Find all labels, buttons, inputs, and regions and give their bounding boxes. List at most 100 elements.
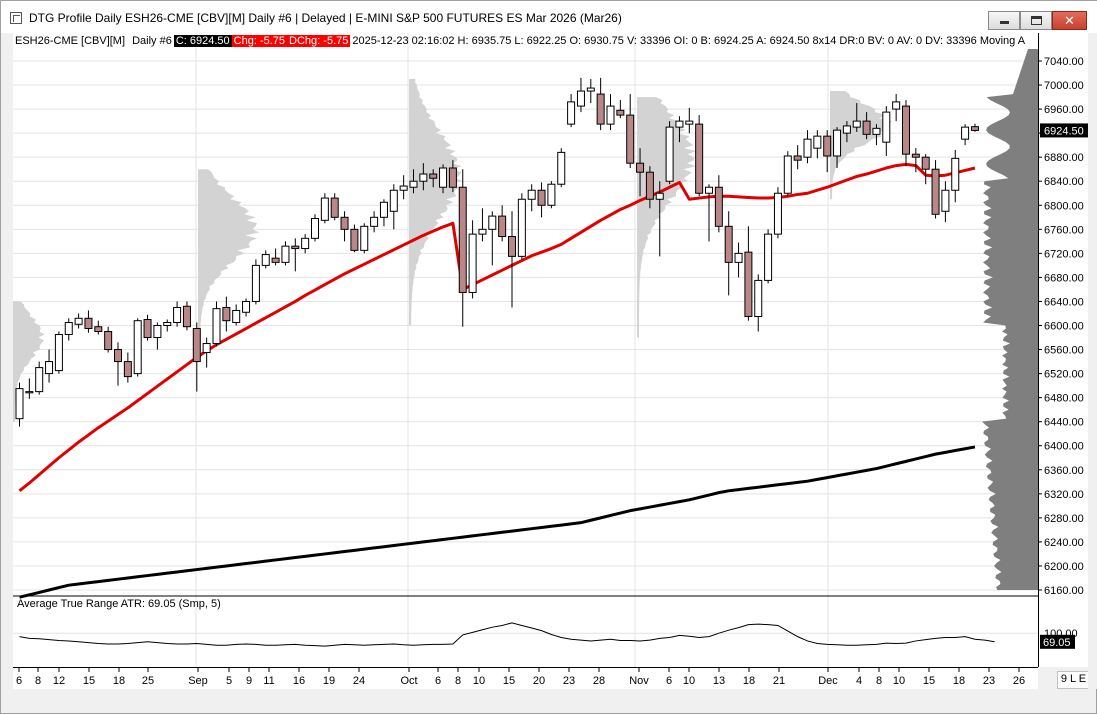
minimize-button[interactable] [988,11,1020,30]
candle-body [84,317,93,330]
symbol-label: ESH26-CME [CBV][M] [15,35,126,47]
date-label: 24 [353,675,365,687]
candle-body [370,216,379,227]
date-label: 6 [666,675,672,687]
candle-body [104,331,113,351]
date-label: 21 [773,675,785,687]
candle-body [931,168,940,215]
candle-body [961,126,970,140]
date-label: 8 [35,675,41,687]
volume-profile [198,169,260,350]
candle-body [882,111,891,143]
candle-body [517,198,526,257]
candle-body [468,233,477,293]
candle-body [902,105,910,155]
title-bar[interactable]: DTG Profile Daily ESH26-CME [CBV][M] Dai… [1,1,1097,33]
price-label: 6960.00 [1044,104,1084,116]
candle-body [606,105,615,125]
price-label: 6720.00 [1044,248,1084,260]
date-label: Nov [629,675,649,687]
date-label: 8 [455,675,461,687]
date-axis[interactable]: 6 8 12 15 18 25 Sep 5 9 11 16 19 24 Oct 6 8 10 15 20 23 28 No… [13,667,1038,689]
candle-body [35,367,44,393]
chart-plot-area[interactable] [13,33,1038,667]
candle-body [133,320,142,375]
date-label: 12 [53,675,65,687]
price-label: 6520.00 [1044,369,1084,381]
data-window-line: ESH26-CME [CBV][M] Daily #6 C: 6924.50 Chg… [13,34,1027,48]
app-icon[interactable] [10,12,22,24]
change-chip: Chg: -5.75 [231,35,288,47]
candle-body [281,245,290,263]
date-label: 10 [893,675,905,687]
candle-body [301,237,310,250]
price-label: 6440.00 [1044,417,1084,429]
candle-body [823,135,832,157]
volume-profile [13,301,45,422]
candle-body [45,361,54,375]
date-label: 4 [856,675,862,687]
last-price-chip: C: 6924.50 [173,35,232,47]
candle-body [350,228,359,251]
date-label: 13 [713,675,725,687]
candle-body [291,245,300,250]
price-label: 6800.00 [1044,200,1084,212]
chart-navigation-tag[interactable]: 9 L E [1057,671,1090,689]
date-label: 15 [83,675,95,687]
date-label: 10 [683,675,695,687]
close-icon: ✕ [1064,13,1075,28]
minimize-icon [1000,21,1009,24]
candle-body [744,251,753,317]
date-label: 23 [983,675,995,687]
date-label: 5 [226,675,232,687]
price-label: 6360.00 [1044,465,1084,477]
candle-body [695,123,704,194]
candle-body [872,127,881,135]
candle-body [941,189,950,212]
candle-body [153,325,162,339]
atr-value-tag [1040,634,1075,649]
candle-body [409,180,418,188]
candle-body [439,167,448,188]
date-axis-canvas: 6 8 12 15 18 25 Sep 5 9 11 16 19 24 Oct 6 8 10 15 20 23 28 No… [16,668,1025,687]
candle-body [576,90,585,107]
price-axis[interactable]: 7040.007000.006960.006920.006880.006840.… [1038,33,1088,667]
candle-body [143,318,152,339]
candle-body [636,162,645,173]
price-label: 6480.00 [1044,393,1084,405]
date-label: 19 [323,675,335,687]
price-axis-canvas: 7040.007000.006960.006920.006880.006840.… [1039,56,1088,649]
candle-body [596,93,605,125]
volume-profile [409,79,463,326]
date-label: 26 [1013,675,1025,687]
price-label: 6560.00 [1044,345,1084,357]
maximize-button[interactable] [1020,11,1052,30]
chart-canvas[interactable] [13,33,1038,667]
price-label: 6400.00 [1044,441,1084,453]
close-button[interactable]: ✕ [1052,11,1087,30]
volume-profile [830,91,892,200]
date-label: 10 [473,675,485,687]
candle-body [64,321,73,336]
candle-body [616,109,625,116]
window-right-border [1088,33,1097,689]
candle-body [419,173,428,182]
candle-body [734,252,743,263]
price-label: 6280.00 [1044,513,1084,525]
candle-body [655,192,664,200]
candle-body [330,197,339,218]
date-label: 18 [743,675,755,687]
candle-body [557,151,566,185]
candle-body [911,153,920,158]
moving-average-fast [18,162,976,492]
date-label: 23 [563,675,575,687]
candle-body [675,120,684,128]
volume-profile [637,97,697,338]
candle-body [586,87,595,92]
candle-body [242,300,251,313]
bar-details: 2025-12-23 02:16:02 H: 6935.75 L: 6922.2… [352,35,1026,47]
date-label: 11 [263,675,274,687]
window-title: DTG Profile Daily ESH26-CME [CBV][M] Dai… [29,11,622,25]
candle-body [182,305,191,328]
candle-body [793,155,802,161]
